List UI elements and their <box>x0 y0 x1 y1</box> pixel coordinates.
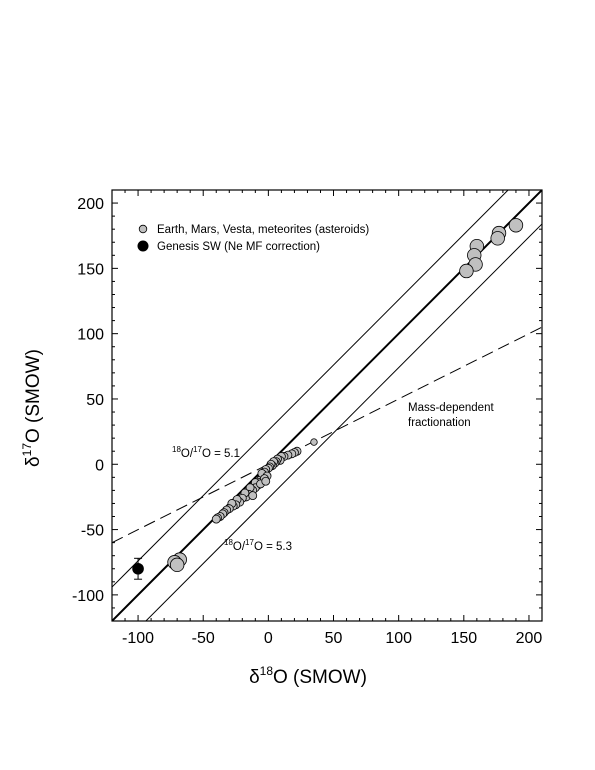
legend-label-genesis: Genesis SW (Ne MF correction) <box>157 241 320 253</box>
slope-one-line-2 <box>145 223 542 621</box>
data-points <box>132 218 524 580</box>
plot-frame <box>111 189 543 622</box>
annotation-mass-dependent: Mass-dependent <box>408 402 494 414</box>
annotation-ratio-5-1: 18O/17O = 5.1 <box>172 445 240 460</box>
x-tick-label: -100 <box>122 630 154 647</box>
y-tick-label: 100 <box>77 327 104 344</box>
annotation-fractionation: fractionation <box>408 417 471 429</box>
x-tick-label: 150 <box>450 630 477 647</box>
mass-dependent-fractionation-line <box>112 326 542 544</box>
y-tick-label: -50 <box>81 523 104 540</box>
y-tick-label: 50 <box>86 392 104 409</box>
y-tick-label: -100 <box>72 588 104 605</box>
genesis-point-0 <box>132 562 144 575</box>
y-axis-label: δ17O (SMOW) <box>20 349 44 467</box>
asteroid-point-57 <box>248 491 258 501</box>
x-tick-label: 100 <box>385 630 412 647</box>
x-tick-label: -50 <box>192 630 215 647</box>
asteroid-point-58 <box>261 476 271 486</box>
annotation-ratio-5-3: 18O/17O = 5.3 <box>224 538 292 553</box>
y-tick-label: 200 <box>77 196 104 213</box>
axis-ticks: -100 -50 0 50 100 150 200 -100 -50 0 50 100 150 200 <box>72 189 543 647</box>
asteroid-point-9 <box>169 557 185 573</box>
asteroid-point-10 <box>310 438 318 446</box>
legend-label-asteroids: Earth, Mars, Vesta, meteorites (asteroid… <box>157 224 369 236</box>
asteroid-point-2 <box>490 231 505 246</box>
asteroid-point-52 <box>211 514 221 524</box>
slope-one-line-1 <box>112 190 509 588</box>
x-axis-label: δ18O (SMOW) <box>249 664 367 688</box>
x-tick-label: 50 <box>325 630 343 647</box>
x-tick-label: 200 <box>516 630 543 647</box>
asteroid-point-6 <box>459 263 474 279</box>
legend: Earth, Mars, Vesta, meteorites (asteroid… <box>137 224 369 253</box>
y-tick-label: 150 <box>77 261 104 278</box>
legend-marker-asteroids <box>138 224 148 234</box>
y-tick-label: 0 <box>95 457 104 474</box>
asteroid-point-0 <box>508 218 524 233</box>
x-tick-label: 0 <box>264 630 273 647</box>
legend-marker-genesis <box>137 240 149 252</box>
